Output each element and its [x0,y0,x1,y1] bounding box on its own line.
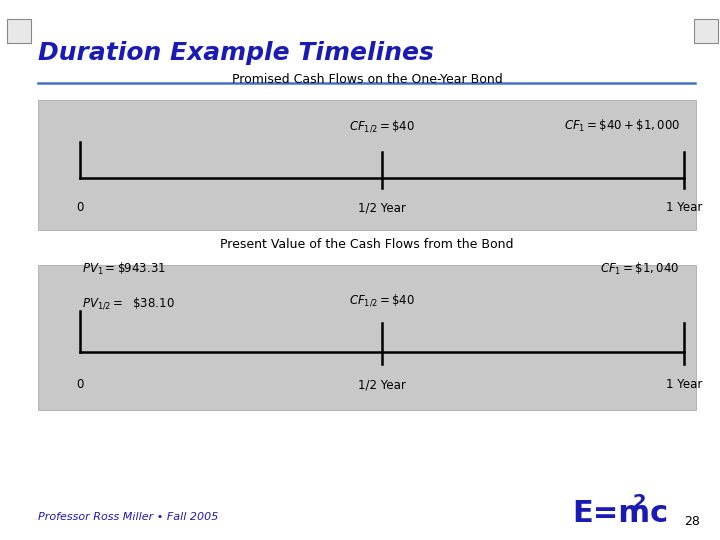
Text: 28: 28 [684,515,700,528]
FancyBboxPatch shape [7,19,31,43]
Text: $CF_{1/2} = \$40$: $CF_{1/2} = \$40$ [349,293,415,308]
Text: Present Value of the Cash Flows from the Bond: Present Value of the Cash Flows from the… [220,238,514,251]
Text: $PV_1 = \$943.31$: $PV_1 = \$943.31$ [82,260,166,276]
Text: 1 Year: 1 Year [666,378,702,391]
Text: Professor Ross Miller • Fall 2005: Professor Ross Miller • Fall 2005 [38,512,218,522]
Text: E=mc: E=mc [572,499,668,528]
Text: 1/2 Year: 1/2 Year [358,378,406,391]
Text: $CF_1 = \$40 + \$1,000$: $CF_1 = \$40 + \$1,000$ [564,118,680,134]
Text: 0: 0 [76,378,84,391]
Text: $CF_1 = \$1,040$: $CF_1 = \$1,040$ [600,260,680,276]
Text: 2: 2 [632,493,646,512]
Text: $CF_{1/2} = \$40$: $CF_{1/2} = \$40$ [349,118,415,134]
Text: Duration Example Timelines: Duration Example Timelines [38,41,434,65]
Text: $PV_{1/2} =\ \ \$38.10$: $PV_{1/2} =\ \ \$38.10$ [82,296,175,312]
Text: Promised Cash Flows on the One-Year Bond: Promised Cash Flows on the One-Year Bond [232,73,503,86]
Bar [38,265,696,410]
Text: 1/2 Year: 1/2 Year [358,201,406,214]
Bar [38,100,696,230]
FancyBboxPatch shape [694,19,718,43]
Text: 0: 0 [76,201,84,214]
Text: 1 Year: 1 Year [666,201,702,214]
